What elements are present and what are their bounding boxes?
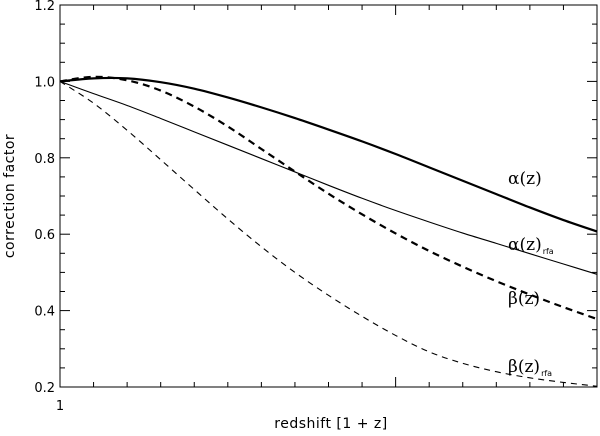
series-group	[59, 75, 598, 387]
y-tick-label: 0.2	[34, 381, 55, 396]
x-axis-ticks: 1	[56, 5, 564, 414]
y-tick-label: 0.4	[34, 305, 55, 320]
series-line-2	[59, 75, 598, 321]
x-tick-label: 1	[56, 399, 64, 414]
series-label-2: β(z)	[508, 289, 540, 309]
x-axis-title: redshift [1 + z]	[274, 416, 387, 432]
y-tick-label: 1.0	[34, 75, 55, 90]
series-label-1: α(z)	[508, 235, 542, 255]
y-tick-label: 0.6	[34, 228, 55, 243]
plot-frame	[59, 4, 598, 388]
series-line-1	[59, 80, 598, 275]
series-line-3	[59, 80, 598, 387]
y-axis-title: correction factor	[2, 134, 18, 258]
series-label-3: β(z)	[508, 357, 540, 377]
y-axis-ticks: 0.2 0.4 0.6 0.8 1.0 1.2	[34, 0, 597, 396]
series-label-subscript-3: rfa	[541, 369, 552, 378]
series-label-0: α(z)	[508, 169, 542, 189]
series-line-0	[59, 76, 598, 233]
series-label-subscript-1: rfa	[543, 247, 554, 256]
y-tick-label: 0.8	[34, 152, 55, 167]
y-tick-label: 1.2	[34, 0, 55, 14]
